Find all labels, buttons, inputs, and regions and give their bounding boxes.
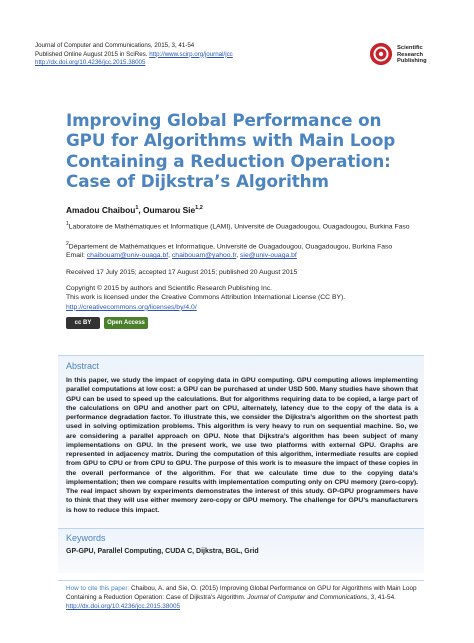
open-access-badge: Open Access xyxy=(104,317,148,329)
footer-divider xyxy=(58,580,424,581)
journal-line: Journal of Computer and Communications, … xyxy=(35,42,195,49)
publisher-logo-icon xyxy=(370,43,392,65)
email-line: Email: chaibouam@univ-ouaga.bf, chaiboua… xyxy=(66,252,297,259)
author-name: Oumarou Sie xyxy=(143,205,196,215)
author-affiliation-mark: 1 xyxy=(135,205,139,212)
cc-by-badge[interactable]: cc BY xyxy=(66,317,100,329)
license-link[interactable]: http://creativecommons.org/licenses/by/4… xyxy=(66,303,197,311)
publisher-logo-text: Scientific Research Publishing xyxy=(397,45,427,65)
email-link[interactable]: chaibouam@yahoo.fr xyxy=(171,252,237,259)
publication-dates: Received 17 July 2015; accepted 17 Augus… xyxy=(66,269,298,276)
affiliation-1: 1Laboratoire de Mathématiques et Informa… xyxy=(66,221,410,231)
abstract-heading: Abstract xyxy=(66,361,100,371)
author-affiliation-mark: 1,2 xyxy=(195,205,203,212)
keywords-section xyxy=(58,528,424,573)
keywords-heading: Keywords xyxy=(66,533,106,543)
abstract-section xyxy=(58,355,424,536)
author-name: Amadou Chaibou xyxy=(66,205,136,215)
citation-block: How to cite this paper: Chaibou, A. and … xyxy=(66,585,417,610)
email-link[interactable]: chaibouam@univ-ouaga.bf xyxy=(86,252,169,259)
citation-label: How to cite this paper: xyxy=(66,585,130,592)
published-prefix: Published Online August 2015 in SciRes. xyxy=(35,50,148,58)
keywords-text: GP-GPU, Parallel Computing, CUDA C, Dijk… xyxy=(66,548,259,555)
published-line: Published Online August 2015 in SciRes. … xyxy=(35,51,355,60)
journal-link[interactable]: http://www.scirp.org/journal/jcc xyxy=(149,50,233,58)
abstract-text: In this paper, we study the impact of co… xyxy=(66,377,418,514)
journal-name: Journal of Computer and Communications xyxy=(247,594,368,601)
author-list: Amadou Chaibou1, Oumarou Sie1,2 xyxy=(66,205,203,215)
copyright-block: Copyright © 2015 by authors and Scientif… xyxy=(66,284,436,312)
citation-doi-link[interactable]: http://dx.doi.org/10.4236/jcc.2015.38005 xyxy=(66,603,181,610)
doi-link[interactable]: http://dx.doi.org/10.4236/jcc.2015.38005 xyxy=(35,59,146,67)
affiliation-2: 2Département de Mathématiques et Informa… xyxy=(66,241,393,251)
license-badges: cc BY Open Access xyxy=(66,317,148,329)
license-line: This work is licensed under the Creative… xyxy=(66,294,346,302)
email-link[interactable]: sie@univ-ouaga.bf xyxy=(240,252,297,259)
paper-title: Improving Global Performance on GPU for … xyxy=(66,110,396,192)
publisher-logo: Scientific Research Publishing xyxy=(370,41,450,71)
copyright-line: Copyright © 2015 by authors and Scientif… xyxy=(66,285,273,292)
journal-header: Journal of Computer and Communications, … xyxy=(35,42,355,68)
